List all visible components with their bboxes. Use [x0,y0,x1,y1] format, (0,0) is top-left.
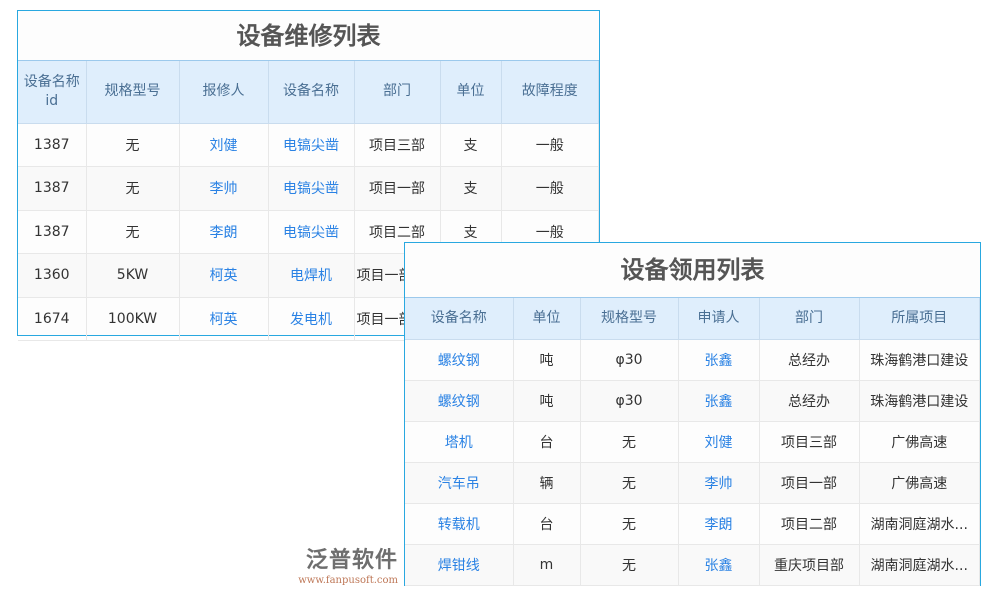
cell-link[interactable]: 塔机 [405,421,514,463]
table-cell: 项目一部 [354,166,441,211]
column-header: 所属项目 [859,298,980,340]
table-row[interactable]: 1387 无李朗 电镐尖凿 项目二部支一般 [18,210,599,254]
cell-link[interactable]: 电镐尖凿 [268,210,355,254]
table-cell: 项目三部 [354,123,441,167]
table-cell: 吨 [513,339,581,381]
table-cell: 无 [580,421,679,463]
column-header: 申请人 [678,298,760,340]
table-cell: 广佛高速 [859,462,980,504]
column-header: 部门 [354,61,441,124]
cell-link[interactable]: 李帅 [179,166,269,211]
table-row[interactable]: 1387 无李帅 电镐尖凿 项目一部支一般 [18,166,599,211]
table-cell: 无 [86,123,180,167]
watermark-name: 泛普软件 [305,548,398,573]
table-row[interactable]: 转载机台无李朗 项目二部 湖南洞庭湖水... [405,503,980,545]
table-cell: 湖南洞庭湖水... [859,544,980,586]
repair-list-title: 设备维修列表 [18,11,599,61]
cell-link[interactable]: 焊钳线 [405,544,514,586]
table-cell: 1387 [18,210,87,254]
table-cell: 1387 [18,123,87,167]
table-cell: 一般 [501,123,599,167]
column-header: 报修人 [179,61,269,124]
table-cell: 100KW [86,297,180,341]
cell-link[interactable]: 电镐尖凿 [268,123,355,167]
table-cell: 支 [440,166,502,211]
cell-link[interactable]: 李朗 [179,210,269,254]
usage-table: 设备名称 单位 规格型号 申请人 部门 所属项目 螺纹钢吨 φ30 张鑫 总经办 珠海鹤港口建设 螺纹… [405,298,980,586]
table-cell: 广佛高速 [859,421,980,463]
table-cell: 无 [580,462,679,504]
table-cell: 重庆项目部 [759,544,860,586]
table-cell: 支 [440,123,502,167]
table-cell: 无 [580,503,679,545]
cell-link[interactable]: 电镐尖凿 [268,166,355,211]
cell-link[interactable]: 李帅 [678,462,760,504]
table-row[interactable]: 焊钳线 m 无张鑫 重庆项目部 湖南洞庭湖水... [405,544,980,586]
table-cell: 无 [86,166,180,211]
table-cell: φ30 [580,380,679,422]
table-cell: 项目二部 [759,503,860,545]
table-cell: 湖南洞庭湖水... [859,503,980,545]
cell-link[interactable]: 刘健 [179,123,269,167]
cell-link[interactable]: 张鑫 [678,380,760,422]
column-header: 规格型号 [580,298,679,340]
cell-link[interactable]: 张鑫 [678,544,760,586]
table-cell: 1674 [18,297,87,341]
cell-link[interactable]: 发电机 [268,297,355,341]
table-row[interactable]: 螺纹钢吨 φ30 张鑫 总经办 珠海鹤港口建设 [405,380,980,422]
table-row[interactable]: 塔机台无刘健 项目三部 广佛高速 [405,421,980,463]
watermark-logo: 泛普软件 www.fanpusoft.com [250,548,398,587]
column-header: 单位 [440,61,502,124]
cell-link[interactable]: 张鑫 [678,339,760,381]
cell-link[interactable]: 汽车吊 [405,462,514,504]
table-cell: 项目三部 [759,421,860,463]
table-cell: φ30 [580,339,679,381]
cell-link[interactable]: 电焊机 [268,253,355,298]
cell-link[interactable]: 转载机 [405,503,514,545]
column-header: 设备名称 [268,61,355,124]
table-cell: 5KW [86,253,180,298]
table-cell: 珠海鹤港口建设 [859,339,980,381]
table-cell: 1387 [18,166,87,211]
cell-link[interactable]: 螺纹钢 [405,380,514,422]
table-cell: 吨 [513,380,581,422]
watermark-url: www.fanpusoft.com [298,575,398,586]
column-header: 设备名称id [18,61,87,124]
cell-link[interactable]: 螺纹钢 [405,339,514,381]
table-cell: 珠海鹤港口建设 [859,380,980,422]
table-cell: 1360 [18,253,87,298]
column-header: 规格型号 [86,61,180,124]
table-cell: 总经办 [759,380,860,422]
column-header: 单位 [513,298,581,340]
table-cell: 台 [513,421,581,463]
table-cell: 总经办 [759,339,860,381]
table-cell: 一般 [501,166,599,211]
table-row[interactable]: 1387 无刘健 电镐尖凿 项目三部支一般 [18,123,599,167]
table-row[interactable]: 螺纹钢吨 φ30 张鑫 总经办 珠海鹤港口建设 [405,339,980,381]
usage-list-panel: 设备领用列表 设备名称 单位 规格型号 申请人 部门 所属项目 螺纹钢吨 φ30 张鑫 总经办 珠海… [404,242,981,586]
column-header: 故障程度 [501,61,599,124]
cell-link[interactable]: 刘健 [678,421,760,463]
cell-link[interactable]: 柯英 [179,297,269,341]
table-row[interactable]: 汽车吊辆无李帅 项目一部 广佛高速 [405,462,980,504]
table-cell: 辆 [513,462,581,504]
cell-link[interactable]: 柯英 [179,253,269,298]
column-header: 设备名称 [405,298,514,340]
table-cell: 无 [580,544,679,586]
usage-list-title: 设备领用列表 [405,243,980,298]
table-cell: 项目一部 [759,462,860,504]
table-cell: 无 [86,210,180,254]
table-cell: m [513,544,581,586]
cell-link[interactable]: 李朗 [678,503,760,545]
column-header: 部门 [759,298,860,340]
table-cell: 台 [513,503,581,545]
